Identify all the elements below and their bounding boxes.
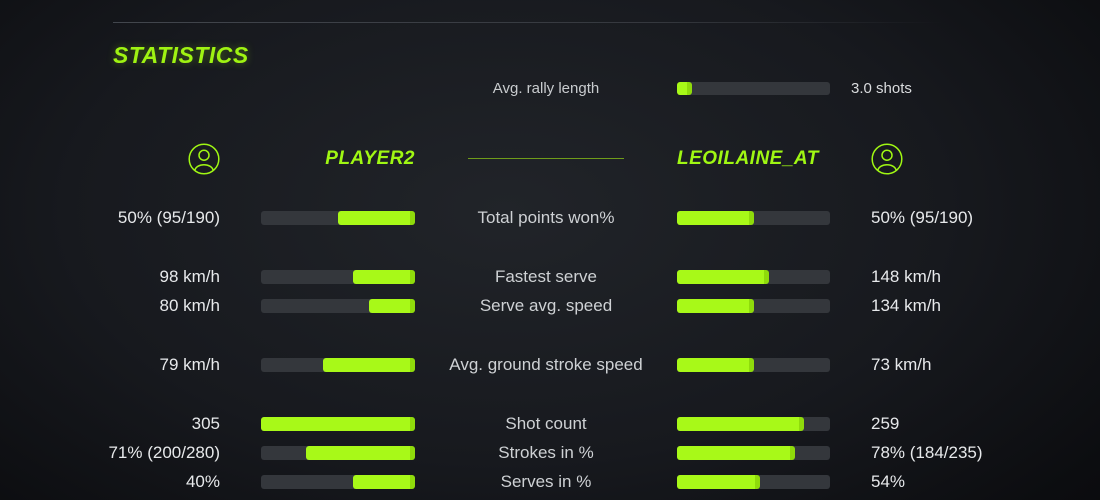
right-player-bar: [677, 446, 830, 460]
right-player-bar: [677, 299, 830, 313]
player-right-name: LEOILAINE_AT: [677, 148, 819, 169]
right-player-bar-fill: [677, 299, 754, 313]
left-player-value: 98 km/h: [159, 267, 220, 286]
left-player-value: 40%: [185, 472, 220, 491]
stat-label: Fastest serve: [494, 267, 598, 286]
stat-row-avg-ground-stroke-speed: 79 km/h Avg. ground stroke speed 73 km/h: [0, 354, 1100, 376]
players-divider-line: [468, 158, 624, 159]
right-player-value: 78% (184/235): [871, 443, 983, 462]
left-player-bar-fill: [368, 299, 415, 313]
left-player-bar-fill: [305, 446, 415, 460]
left-player-value: 71% (200/280): [108, 443, 220, 462]
right-player-bar-fill: [677, 358, 754, 372]
right-player-bar-fill: [677, 211, 754, 225]
stat-row-shot-count: 305 Shot count 259: [0, 413, 1100, 435]
stat-row-strokes-in-pct: 71% (200/280) Strokes in % 78% (184/235): [0, 442, 1100, 464]
left-player-bar: [261, 475, 415, 489]
right-player-bar: [677, 358, 830, 372]
right-player-bar-fill: [677, 446, 795, 460]
players-header-row: PLAYER2 LEOILAINE_AT: [0, 142, 1100, 176]
stat-label: Shot count: [505, 414, 587, 433]
right-player-value: 54%: [871, 472, 906, 491]
left-player-bar-fill: [322, 358, 415, 372]
left-player-bar: [261, 417, 415, 431]
right-player-bar: [677, 475, 830, 489]
avg-rally-length-value: 3.0 shots: [851, 80, 912, 97]
avg-rally-length-row: Avg. rally length 3.0 shots: [0, 78, 1100, 100]
avg-rally-length-bar: [677, 82, 830, 95]
left-player-bar: [261, 358, 415, 372]
left-player-value: 79 km/h: [159, 355, 220, 374]
top-divider-line: [113, 22, 943, 23]
stat-label: Total points won%: [477, 208, 615, 227]
stat-label: Strokes in %: [498, 443, 594, 462]
left-player-bar: [261, 211, 415, 225]
left-player-bar-fill: [261, 417, 415, 431]
page-title: STATISTICS: [113, 42, 249, 68]
left-player-bar: [261, 270, 415, 284]
player-left-name: PLAYER2: [325, 148, 415, 169]
right-player-bar-fill: [677, 417, 804, 431]
stat-row-serve-avg-speed: 80 km/h Serve avg. speed 134 km/h: [0, 295, 1100, 317]
left-player-value: 305: [191, 414, 220, 433]
right-player-bar-fill: [677, 475, 760, 489]
right-player-bar: [677, 417, 830, 431]
left-player-bar-fill: [338, 211, 415, 225]
avg-rally-length-bar-fill: [677, 82, 693, 95]
right-player-value: 73 km/h: [871, 355, 932, 374]
left-player-value: 50% (95/190): [117, 208, 220, 227]
left-player-bar: [261, 446, 415, 460]
stat-label: Serve avg. speed: [479, 296, 613, 315]
right-player-value: 259: [871, 414, 900, 433]
stat-label: Avg. ground stroke speed: [449, 355, 643, 374]
right-player-bar: [677, 270, 830, 284]
left-player-bar-fill: [353, 475, 415, 489]
avg-rally-length-label: Avg. rally length: [492, 80, 600, 97]
person-circle-icon: [871, 143, 903, 175]
stat-row-fastest-serve: 98 km/h Fastest serve 148 km/h: [0, 266, 1100, 288]
right-player-bar-fill: [677, 270, 769, 284]
right-player-value: 50% (95/190): [871, 208, 974, 227]
left-player-value: 80 km/h: [159, 296, 220, 315]
stat-label: Serves in %: [500, 472, 592, 491]
right-player-bar: [677, 211, 830, 225]
left-player-bar-fill: [353, 270, 415, 284]
left-player-bar: [261, 299, 415, 313]
stat-row-total-points-won: 50% (95/190) Total points won% 50% (95/1…: [0, 207, 1100, 229]
right-player-value: 134 km/h: [871, 296, 941, 315]
stat-row-serves-in-pct: 40% Serves in % 54%: [0, 471, 1100, 493]
right-player-value: 148 km/h: [871, 267, 941, 286]
person-circle-icon: [188, 143, 220, 175]
